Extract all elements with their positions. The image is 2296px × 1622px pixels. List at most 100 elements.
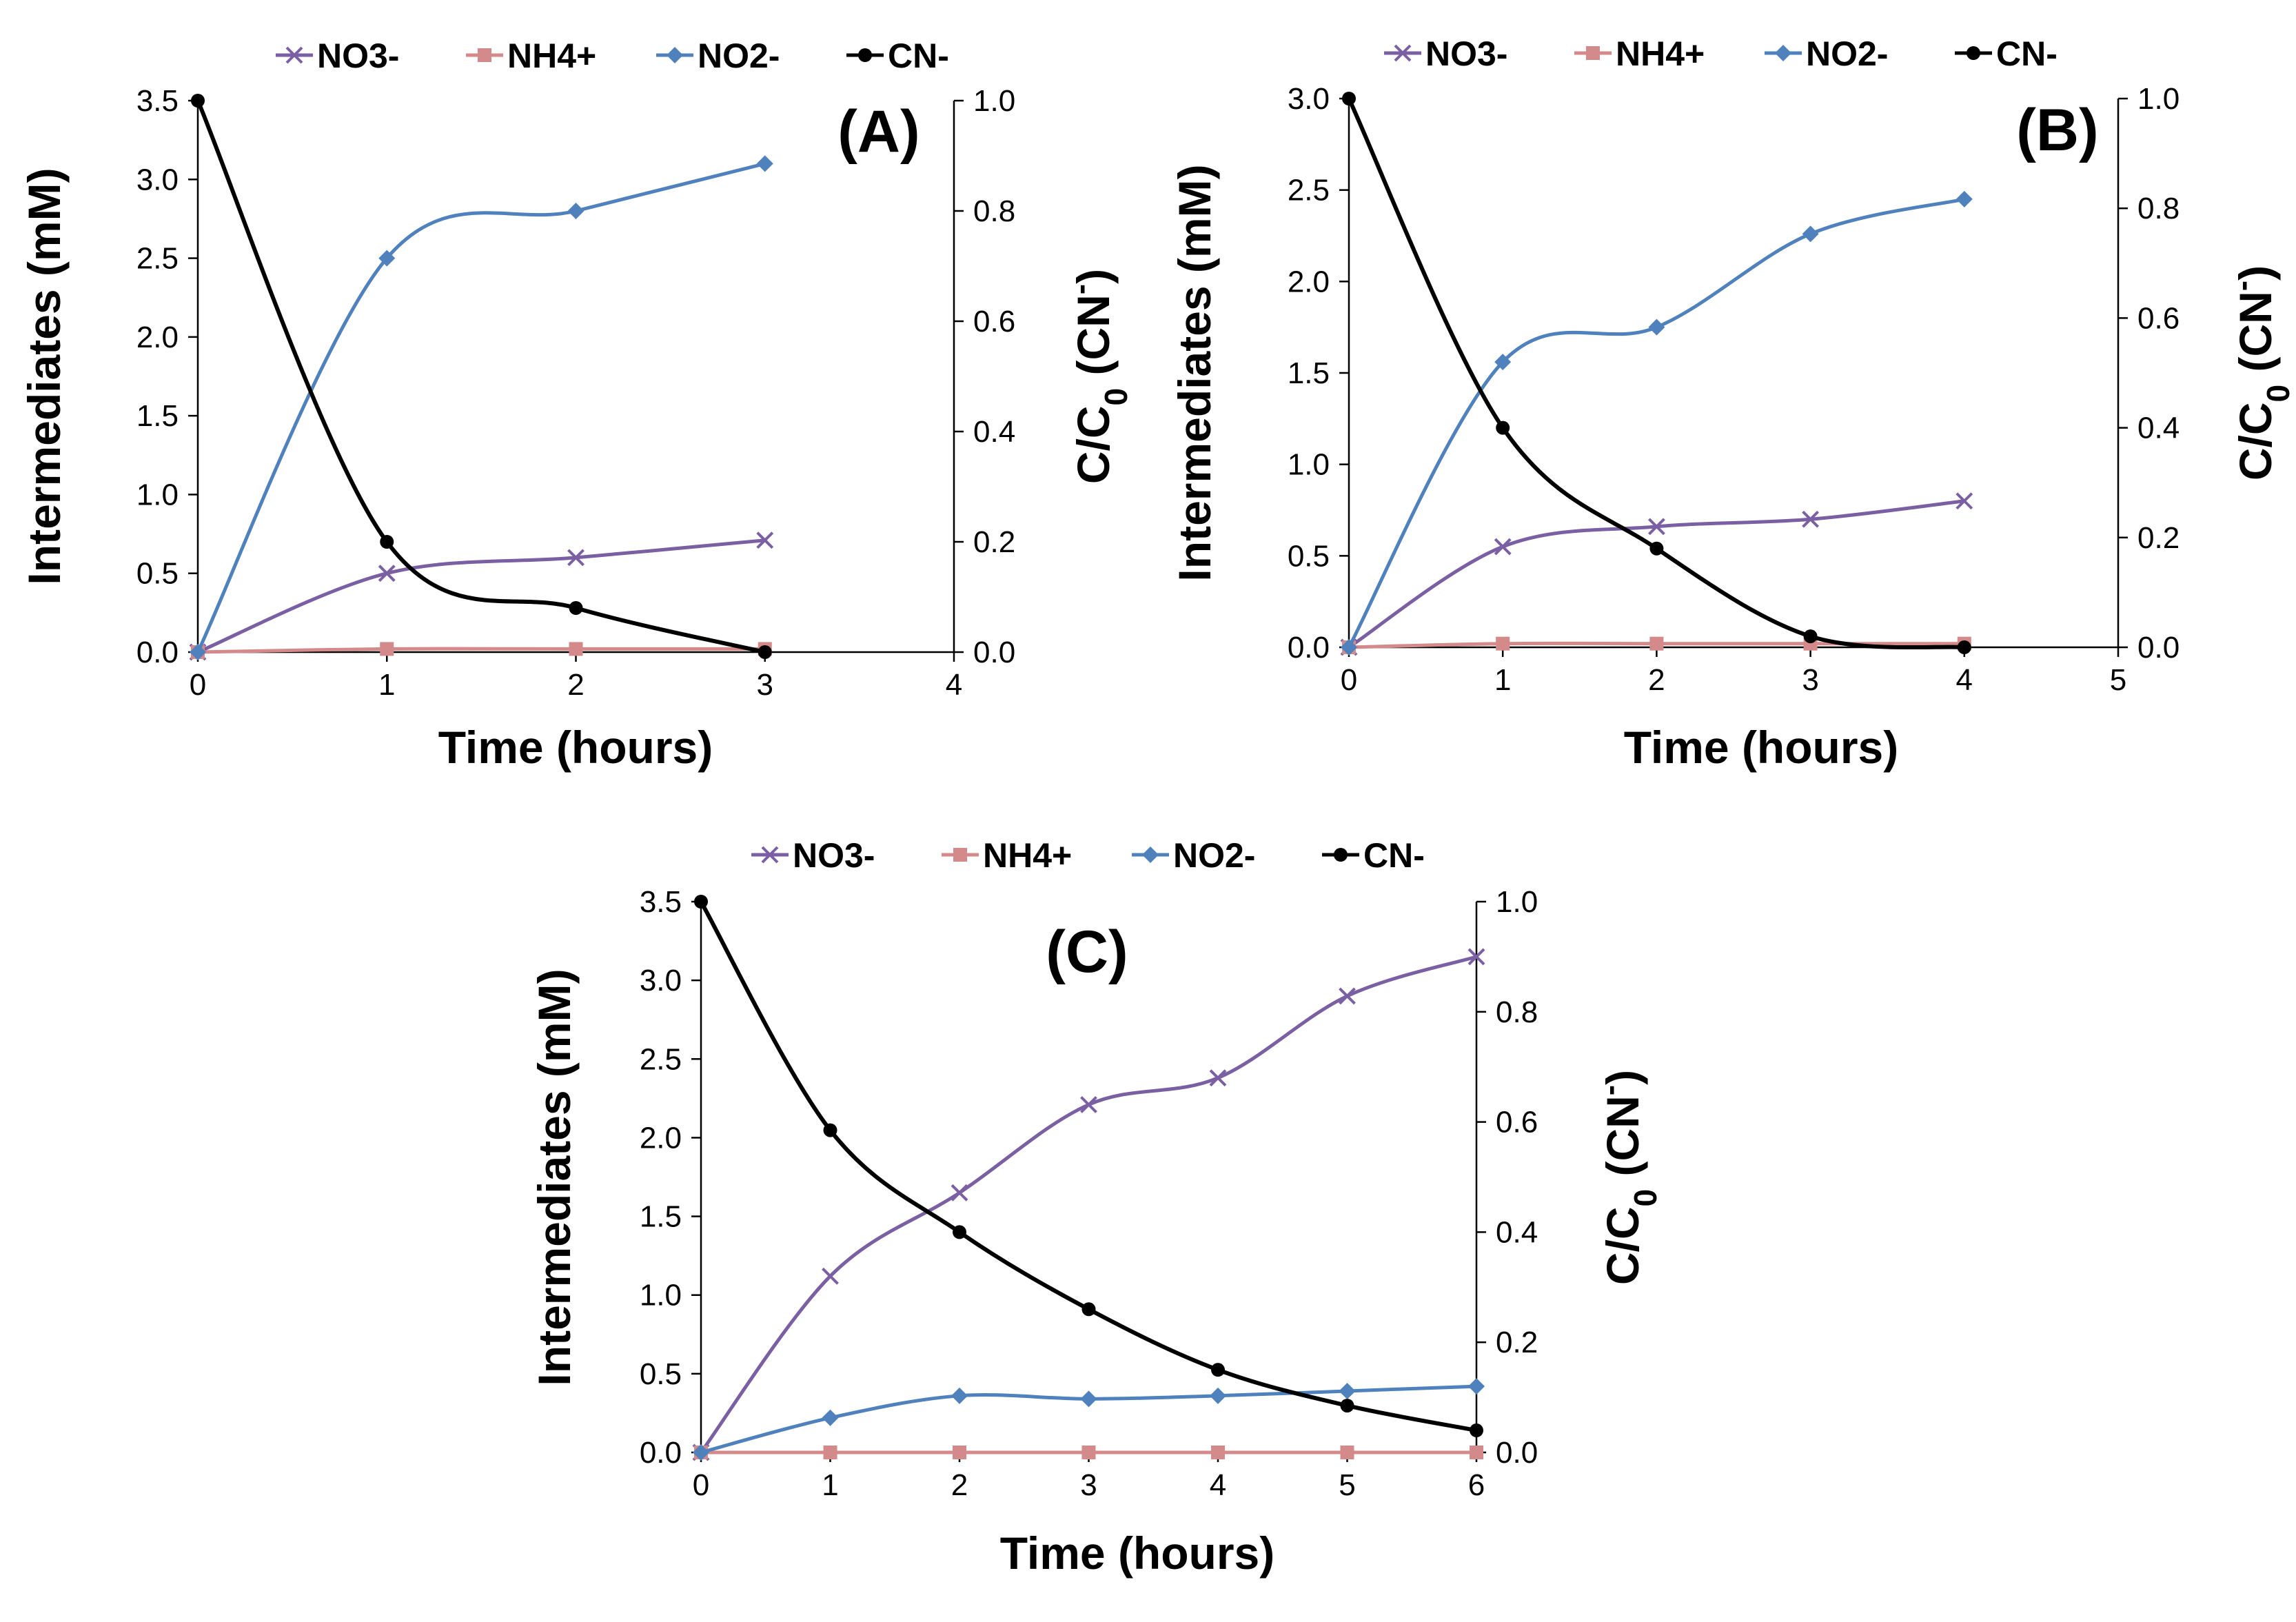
y2-tick-label: 0.8 <box>973 194 1015 228</box>
data-point-cn <box>1470 1423 1483 1438</box>
y2-tick-label: 1.0 <box>2137 82 2180 116</box>
x-tick-label: 2 <box>567 668 584 702</box>
legend-marker-no2 <box>667 47 683 63</box>
data-point-cn <box>1803 629 1818 644</box>
data-point-cn <box>1340 1399 1354 1413</box>
data-point-no3 <box>1494 538 1512 556</box>
data-point-no3 <box>951 1184 968 1202</box>
data-point-no3 <box>1467 948 1485 966</box>
chart-panel-c: 0 1 2 3 4 5 6 0.0 0.5 1.0 1.5 2.0 2.5 3.0 3.5 0.0 0.2 0.4… <box>529 836 1663 1579</box>
data-point-no2 <box>567 203 585 219</box>
y2-axis-title: C/C0 (CN-) <box>1592 1070 1663 1285</box>
y2-tick-label: 0.6 <box>1496 1106 1538 1139</box>
y2-tick-label: 0.6 <box>973 305 1015 338</box>
y2-axis-title-part: ) <box>1068 269 1119 284</box>
data-point-no2 <box>1080 1390 1097 1408</box>
panel-label: (A) <box>837 99 920 165</box>
legend-marker-nh4 <box>953 848 967 862</box>
y2-axis-title-part: 0 <box>1627 1189 1663 1207</box>
y2-tick-label: 0.6 <box>2137 301 2180 335</box>
y2-axis-title: C/C0 (CN-) <box>2224 265 2296 480</box>
x-axis-title: Time (hours) <box>1624 722 1898 773</box>
y-axis-title: Intermediates (mM) <box>529 969 580 1386</box>
y-tick-label: 3.0 <box>1288 82 1330 116</box>
y2-axis-title-part: ) <box>1597 1070 1648 1085</box>
x-tick-label: 4 <box>1956 663 1973 697</box>
x-tick-label: 3 <box>1080 1468 1097 1502</box>
legend-label-no2: NO2- <box>1806 34 1888 73</box>
data-point-no2 <box>1648 318 1665 336</box>
data-point-nh4 <box>380 642 394 656</box>
x-tick-label: 5 <box>1339 1468 1355 1502</box>
x-axis-title: Time (hours) <box>438 722 713 773</box>
data-point-cn <box>1081 1302 1096 1317</box>
y2-axis-title-part: ) <box>2230 265 2281 281</box>
y2-axis-title-part: - <box>2224 281 2260 291</box>
x-tick-label: 2 <box>1648 663 1665 697</box>
y-tick-label: 3.0 <box>136 163 179 196</box>
y2-axis-title-part: C/C <box>1597 1206 1648 1285</box>
data-point-no2 <box>1341 639 1357 656</box>
y2-tick-label: 0.0 <box>2137 631 2180 665</box>
y2-tick-label: 0.8 <box>1496 995 1538 1029</box>
data-point-no2 <box>951 1387 968 1404</box>
x-tick-label: 0 <box>1341 663 1357 697</box>
data-point-no3 <box>1802 510 1820 528</box>
y2-tick-label: 0.0 <box>973 636 1015 669</box>
x-tick-label: 3 <box>1802 663 1818 697</box>
data-point-no3 <box>1647 518 1665 536</box>
data-point-no2 <box>693 1444 709 1461</box>
y2-tick-label: 0.2 <box>973 525 1015 559</box>
series-line-no3 <box>197 538 765 654</box>
legend-label-cn: CN- <box>888 37 949 75</box>
data-point-cn <box>1342 92 1356 105</box>
y-axis-title: Intermediates (mM) <box>19 168 70 585</box>
y-tick-label: 3.5 <box>136 84 179 118</box>
series-line-no2 <box>196 162 766 653</box>
data-point-cn <box>191 94 205 108</box>
legend-label-no3: NO3- <box>317 37 399 75</box>
y2-tick-label: 1.0 <box>973 84 1015 118</box>
data-point-no3 <box>1209 1069 1227 1087</box>
chart-panel-a: 0 1 2 3 4 0.0 0.5 1.0 1.5 2.0 2.5 3.0 3.5 0.0 0.2 0.4 0.… <box>19 37 1134 773</box>
data-point-no2 <box>1802 225 1819 243</box>
legend-label-no2: NO2- <box>1173 836 1255 875</box>
x-tick-label: 1 <box>378 668 395 702</box>
y-tick-label: 0.5 <box>1288 539 1330 573</box>
y-tick-label: 2.0 <box>640 1121 682 1155</box>
y-tick-label: 2.0 <box>136 321 179 354</box>
data-point-nh4 <box>569 642 583 656</box>
y-tick-label: 2.5 <box>640 1042 682 1076</box>
y-tick-label: 2.5 <box>1288 174 1330 207</box>
chart-panel-b: 0 1 2 3 4 5 0.0 0.5 1.0 1.5 2.0 2.5 3.0 0.0 0.2 0.4 0.6 0… <box>1169 34 2296 773</box>
y2-axis-title-part: 0 <box>2260 385 2296 403</box>
data-point-cn <box>823 1123 837 1137</box>
y2-axis-title: C/C0 (CN-) <box>1062 269 1134 484</box>
y2-tick-label: 0.2 <box>2137 521 2180 555</box>
data-point-no3 <box>1339 987 1356 1005</box>
legend-marker-cn <box>1967 46 1980 60</box>
data-point-no2 <box>1955 190 1973 207</box>
series-line-cn <box>196 99 766 654</box>
x-tick-label: 0 <box>693 1468 709 1502</box>
y2-tick-label: 1.0 <box>1496 885 1538 919</box>
data-point-no2 <box>190 644 206 660</box>
y-tick-label: 2.5 <box>136 242 179 276</box>
y2-tick-label: 0.4 <box>2137 412 2180 445</box>
y-axis-title: Intermediates (mM) <box>1169 164 1220 581</box>
x-tick-label: 1 <box>1494 663 1511 697</box>
y2-tick-label: 0.0 <box>1496 1436 1538 1470</box>
y-tick-label: 1.0 <box>640 1279 682 1312</box>
y-tick-label: 0.5 <box>136 557 179 591</box>
y2-axis-title-part: C/C <box>1068 405 1119 484</box>
y2-axis-title-part: C/C <box>2230 402 2281 480</box>
y2-axis-title-part: (CN <box>1068 294 1119 388</box>
x-tick-label: 6 <box>1468 1468 1485 1502</box>
y2-axis-title-part: (CN <box>2230 291 2281 385</box>
data-point-cn <box>1649 541 1664 556</box>
legend-marker-cn <box>858 48 872 62</box>
data-point-cn <box>1211 1363 1225 1377</box>
y-tick-label: 0.0 <box>136 636 179 669</box>
y2-tick-label: 0.8 <box>2137 192 2180 225</box>
